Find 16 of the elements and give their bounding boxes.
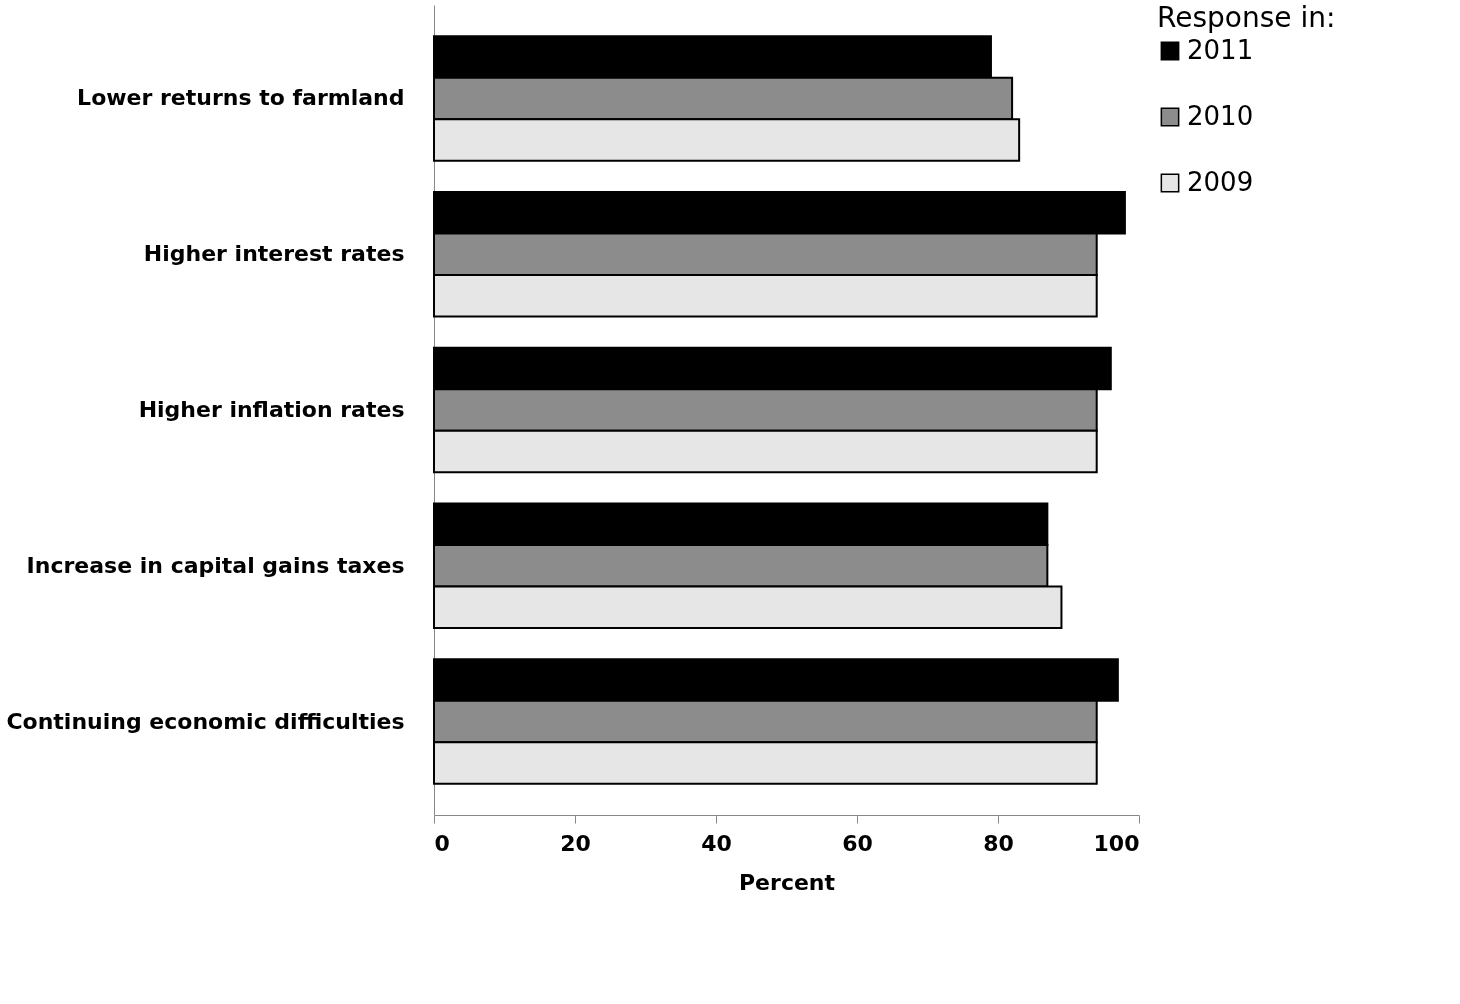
y-tick-label: Higher interest rates xyxy=(143,241,405,267)
x-tick-label: 60 xyxy=(842,830,873,856)
y-tick-label: Higher inflation rates xyxy=(138,397,405,422)
x-tick-label: 100 xyxy=(1093,830,1140,856)
y-tick-label: Lower returns to farmland xyxy=(77,85,405,111)
x-axis-title: Percent xyxy=(738,869,836,895)
y-tick-label: Increase in capital gains taxes xyxy=(26,552,405,578)
x-tick-label: 80 xyxy=(983,830,1014,856)
y-tick-label: Continuing economic difficulties xyxy=(6,708,405,734)
legend-title: Response in: xyxy=(1157,1,1336,34)
legend-label: 2010 xyxy=(1187,101,1254,131)
legend-label: 2009 xyxy=(1187,167,1254,197)
x-tick-label: 0 xyxy=(434,830,450,856)
x-tick-label: 40 xyxy=(701,830,732,856)
x-tick-label: 20 xyxy=(560,830,591,856)
legend-label: 2011 xyxy=(1187,35,1254,65)
